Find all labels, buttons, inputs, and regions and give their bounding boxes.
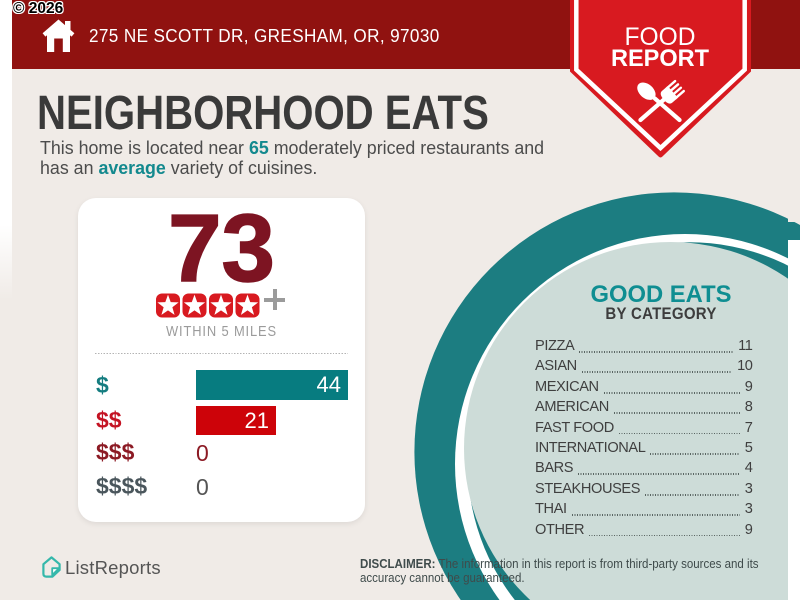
svg-text:FOOD: FOOD — [625, 23, 696, 51]
svg-text:REPORT: REPORT — [611, 45, 709, 72]
